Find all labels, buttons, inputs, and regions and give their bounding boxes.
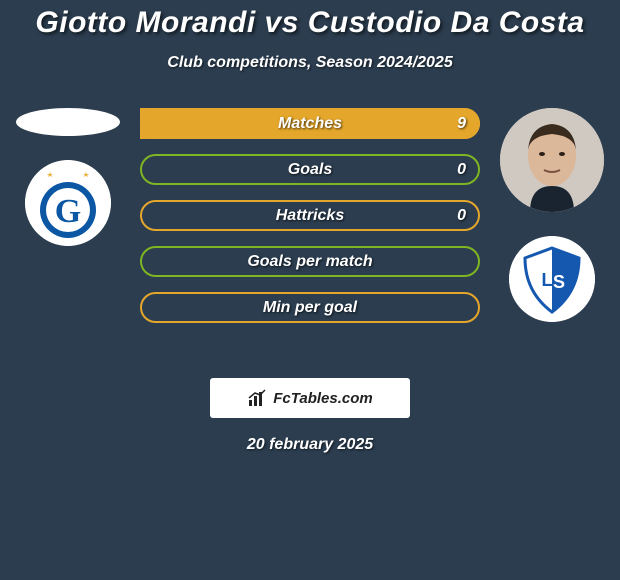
stat-bar-min-per-goal: Min per goal xyxy=(140,292,480,323)
chart-icon xyxy=(247,388,267,408)
brand-text: FcTables.com xyxy=(273,390,372,407)
page-title: Giotto Morandi vs Custodio Da Costa xyxy=(0,0,620,40)
bar-value-right: 9 xyxy=(457,115,466,133)
svg-text:L: L xyxy=(542,270,553,290)
svg-text:S: S xyxy=(553,272,565,292)
bar-label: Min per goal xyxy=(263,299,357,317)
player-photo-left xyxy=(16,108,120,136)
stat-bar-hattricks: 0 Hattricks xyxy=(140,200,480,231)
subtitle: Club competitions, Season 2024/2025 xyxy=(0,54,620,72)
bar-value-right: 0 xyxy=(457,161,466,179)
bar-label: Matches xyxy=(278,115,342,133)
stat-bars: 9 Matches 0 Goals 0 Hattricks Goals per match M… xyxy=(140,108,480,323)
svg-text:G: G xyxy=(55,193,81,230)
stat-bar-goals-per-match: Goals per match xyxy=(140,246,480,277)
club-badge-left: G xyxy=(25,160,111,246)
comparison-area: G L S 9 Matches 0 Goals 0 xyxy=(0,108,620,368)
bar-label: Goals xyxy=(288,161,332,179)
bar-label: Goals per match xyxy=(247,253,372,271)
stat-bar-matches: 9 Matches xyxy=(140,108,480,139)
left-player-column: G xyxy=(8,108,128,246)
club-badge-right: L S xyxy=(509,236,595,322)
player-photo-right xyxy=(500,108,604,212)
bar-label: Hattricks xyxy=(276,207,344,225)
bar-value-right: 0 xyxy=(457,207,466,225)
stat-bar-goals: 0 Goals xyxy=(140,154,480,185)
right-player-column: L S xyxy=(492,108,612,322)
date-text: 20 february 2025 xyxy=(0,436,620,454)
brand-badge: FcTables.com xyxy=(210,378,410,418)
